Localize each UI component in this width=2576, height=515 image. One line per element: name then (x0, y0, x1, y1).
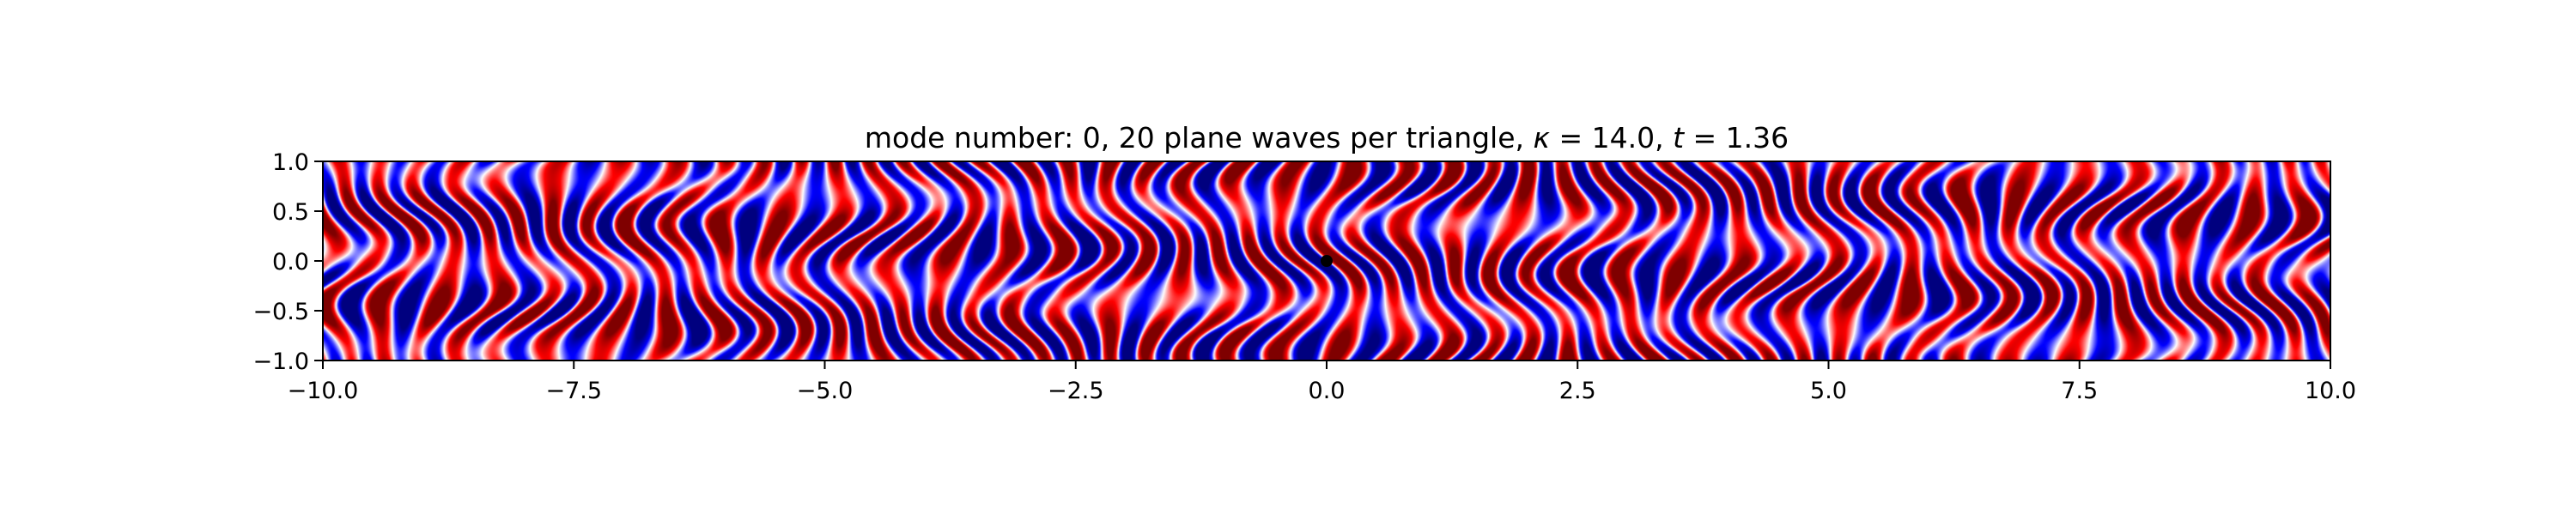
title-prefix: mode number: 0, 20 plane waves per trian… (865, 121, 1534, 154)
chart-title: mode number: 0, 20 plane waves per trian… (865, 121, 1789, 154)
y-tick-label: 0.5 (272, 199, 309, 226)
x-tick-label: 7.5 (2061, 378, 2098, 404)
x-tick-label: −2.5 (1048, 378, 1104, 404)
x-tick-label: −7.5 (545, 378, 602, 404)
chart-marks (1321, 255, 1333, 267)
x-tick-label: −10.0 (288, 378, 359, 404)
y-tick-label: 0.0 (272, 249, 309, 276)
y-axis: 1.0 0.5 0.0 −0.5 −1.0 (252, 149, 323, 375)
y-tick-label: 1.0 (272, 149, 309, 176)
title-kappa-symbol: κ (1534, 121, 1551, 154)
source-point-marker (1321, 255, 1333, 267)
title-t-value: = 1.36 (1684, 121, 1789, 154)
x-tick-label: 0.0 (1309, 378, 1346, 404)
y-tick-label: −1.0 (252, 348, 309, 375)
title-t-symbol: t (1673, 121, 1685, 154)
title-kappa-value: = 14.0, (1550, 121, 1673, 154)
x-tick-label: 2.5 (1559, 378, 1596, 404)
y-tick-label: −0.5 (252, 299, 309, 325)
x-tick-label: −5.0 (797, 378, 854, 404)
x-tick-label: 10.0 (2305, 378, 2356, 404)
x-axis: −10.0 −7.5 −5.0 −2.5 0.0 2.5 5.0 7.5 10.0 (288, 360, 2356, 404)
x-tick-label: 5.0 (1810, 378, 1847, 404)
